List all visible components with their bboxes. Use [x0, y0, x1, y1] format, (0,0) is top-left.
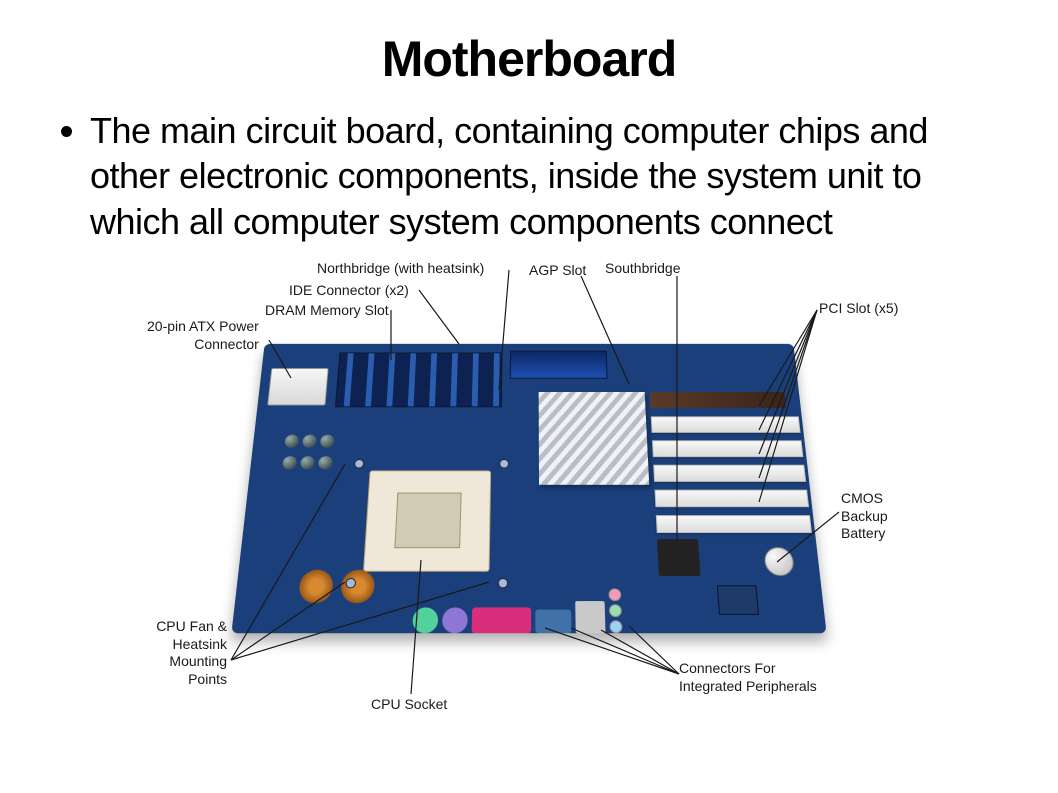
ps2-port-icon [442, 608, 468, 634]
agp-slot [649, 392, 786, 408]
label-southbridge: Southbridge [605, 260, 681, 278]
ethernet-port-icon [575, 601, 605, 633]
cmos-battery [763, 547, 795, 576]
label-ide: IDE Connector (x2) [289, 282, 409, 300]
label-agp: AGP Slot [529, 262, 586, 280]
motherboard-diagram: Northbridge (with heatsink) IDE Connecto… [119, 260, 939, 720]
parallel-port-icon [472, 608, 532, 634]
ps2-port-icon [412, 608, 438, 634]
io-port-cluster [412, 591, 625, 634]
inductor-coil [340, 570, 376, 603]
southbridge-chip [657, 539, 700, 576]
inductor-coil [298, 570, 334, 603]
label-northbridge: Northbridge (with heatsink) [317, 260, 484, 278]
label-dram: DRAM Memory Slot [265, 302, 389, 320]
pci-slot [651, 416, 801, 433]
slide: Motherboard The main circuit board, cont… [0, 0, 1058, 793]
pci-slot [653, 465, 806, 482]
motherboard-body [231, 344, 826, 633]
label-connectors: Connectors For Integrated Peripherals [679, 660, 817, 695]
label-cpufan: CPU Fan & Heatsink Mounting Points [147, 618, 227, 688]
mounting-hole-icon [354, 459, 365, 468]
label-pci: PCI Slot (x5) [819, 300, 898, 318]
label-atx: 20-pin ATX Power Connector [147, 318, 259, 353]
slide-title: Motherboard [50, 30, 1008, 88]
pci-slot [654, 490, 809, 508]
ide-connectors [510, 351, 608, 379]
pci-slots [651, 416, 821, 541]
label-cmos: CMOS Backup Battery [841, 490, 888, 543]
northbridge-heatsink [539, 392, 650, 485]
pci-slot [656, 515, 812, 533]
capacitors [278, 433, 343, 490]
dram-slots [335, 353, 503, 408]
mounting-hole-icon [498, 578, 509, 588]
atx-power-connector [267, 368, 328, 405]
pci-slot [652, 440, 803, 457]
body-bullet-list: The main circuit board, containing compu… [50, 108, 1008, 244]
cpu-socket [363, 471, 491, 572]
smd-chip [717, 585, 759, 615]
mounting-hole-icon [499, 459, 509, 468]
audio-jack-stack [608, 589, 622, 634]
label-cpusocket: CPU Socket [371, 696, 447, 714]
body-bullet: The main circuit board, containing compu… [90, 108, 1008, 244]
serial-port-icon [535, 610, 571, 634]
